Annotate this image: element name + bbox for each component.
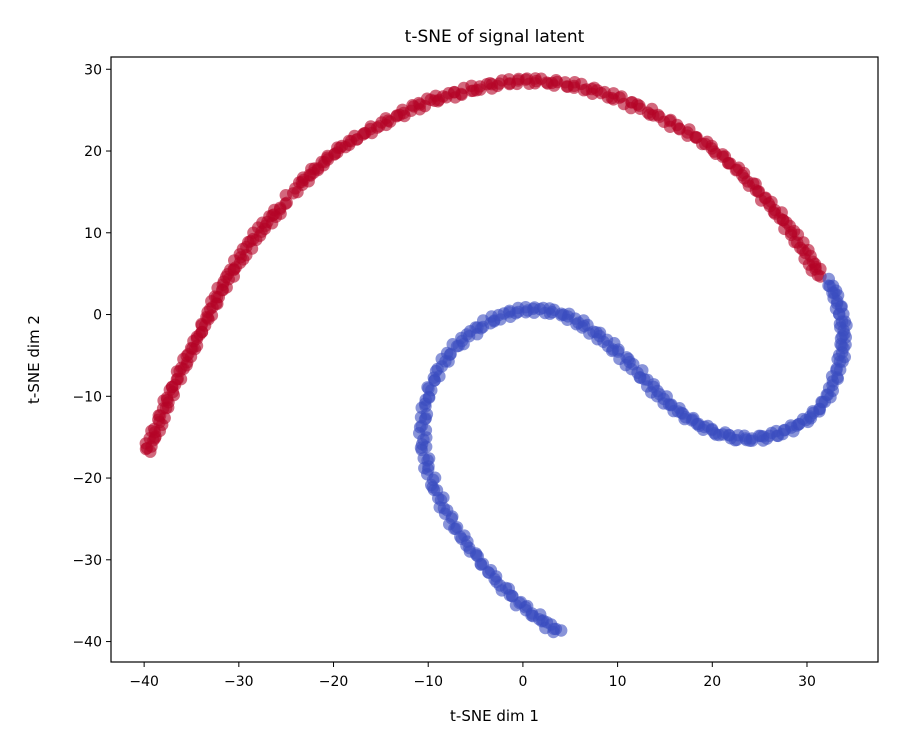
y-tick-label: 20	[84, 144, 102, 160]
y-tick-label: −10	[72, 389, 102, 405]
x-axis-label: t-SNE dim 1	[450, 707, 539, 725]
series-1	[413, 272, 853, 639]
x-tick-label: −20	[319, 674, 349, 690]
x-axis-ticks: −40 −30 −20 −10 0 10 20 30	[129, 662, 816, 690]
x-tick-label: 30	[798, 674, 816, 690]
plot-frame	[110, 56, 879, 663]
x-tick-label: −30	[224, 674, 254, 690]
x-tick-label: 10	[609, 674, 627, 690]
y-tick-label: 10	[84, 226, 102, 242]
y-tick-label: −20	[72, 471, 102, 487]
x-tick-label: 0	[518, 674, 527, 690]
x-tick-label: −10	[413, 674, 443, 690]
y-axis-label: t-SNE dim 2	[25, 315, 43, 404]
y-tick-label: 30	[84, 62, 102, 78]
data-point	[279, 197, 292, 210]
chart-title: t-SNE of signal latent	[405, 27, 585, 47]
y-tick-label: −40	[72, 635, 102, 651]
x-tick-label: −40	[129, 674, 159, 690]
x-tick-label: 20	[703, 674, 721, 690]
y-tick-label: 0	[93, 308, 102, 324]
data-point	[555, 624, 568, 637]
points-layer	[139, 72, 853, 639]
series-0	[139, 72, 827, 458]
y-tick-label: −30	[72, 553, 102, 569]
y-axis-ticks: −40 −30 −20 −10 0 10 20 30	[72, 62, 111, 651]
